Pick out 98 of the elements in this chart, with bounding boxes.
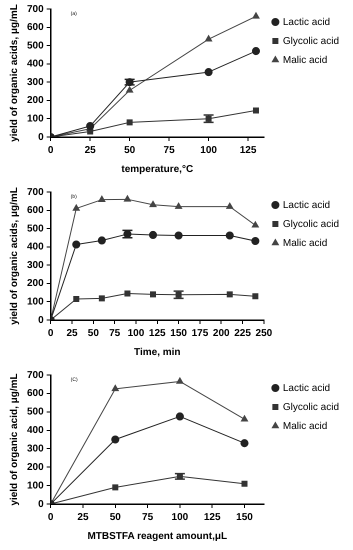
legend-label: Lactic acid [282, 16, 330, 28]
legend-label: Glycolic acid [282, 402, 340, 413]
y-tick-label: 0 [38, 314, 44, 326]
x-tick-label: 25 [84, 144, 96, 156]
point [98, 236, 106, 244]
point [252, 107, 259, 114]
x-axis-title: MTBSTFA reagent amount,μL [87, 530, 228, 542]
legend-label: Malic acid [282, 54, 328, 66]
y-tick-label: 300 [26, 443, 44, 454]
point [72, 204, 80, 211]
point [112, 384, 119, 392]
point [252, 221, 259, 228]
x-tick-label: 175 [192, 328, 209, 339]
x-tick-label: 225 [234, 328, 252, 339]
x-tick-label: 50 [88, 328, 100, 339]
x-tick-label: 25 [77, 512, 89, 523]
point [251, 236, 260, 246]
point [252, 47, 260, 56]
y-tick-label: 400 [26, 242, 44, 253]
y-tick-label: 100 [26, 113, 44, 124]
point [73, 296, 80, 302]
y-tick-label: 700 [26, 186, 44, 198]
point [112, 484, 118, 490]
y-axis-title: yield of organic acids, μg/mL [8, 187, 20, 325]
legend-label: Lactic acid [282, 382, 330, 394]
y-tick-label: 700 [26, 370, 44, 381]
x-tick-label: 75 [142, 512, 154, 523]
x-tick-label: 100 [128, 328, 145, 339]
y-tick-label: 400 [26, 58, 44, 70]
point [124, 195, 131, 202]
point [176, 377, 184, 384]
point [240, 415, 248, 422]
point [252, 293, 258, 300]
point [126, 119, 133, 126]
x-tick-label: 125 [204, 512, 221, 523]
point [240, 439, 249, 448]
point [176, 412, 184, 421]
x-tick-label: 0 [48, 328, 54, 339]
y-axis-title: yield of organic acid, μg/mL [8, 373, 20, 506]
y-tick-label: 0 [38, 132, 44, 143]
x-tick-label: 75 [164, 144, 176, 156]
x-tick-label: 250 [256, 328, 273, 339]
x-tick-label: 150 [236, 512, 254, 523]
y-tick-label: 600 [26, 22, 44, 34]
y-tick-label: 600 [26, 388, 44, 400]
y-tick-label: 100 [26, 480, 44, 492]
x-tick-label: 125 [148, 328, 166, 339]
point [148, 230, 158, 240]
point [226, 291, 233, 298]
point [124, 290, 130, 296]
x-axis-title: temperature,°C [121, 164, 194, 175]
point [241, 480, 248, 487]
point [226, 231, 234, 240]
point [175, 202, 182, 209]
y-tick-label: 500 [26, 223, 44, 234]
point [98, 295, 105, 302]
point [86, 122, 94, 130]
x-tick-label: 0 [48, 144, 54, 156]
point [72, 240, 80, 249]
y-tick-label: 200 [26, 95, 44, 106]
x-tick-label: 100 [200, 144, 218, 156]
y-axis-title: yield of organic acids, μg/mL [8, 4, 20, 142]
point [149, 200, 157, 208]
x-tick-label: 100 [172, 512, 189, 523]
x-tick-label: 200 [212, 328, 230, 339]
point [204, 68, 213, 76]
point [252, 12, 260, 19]
legend-label: Malic acid [282, 238, 328, 249]
x-tick-label: 0 [48, 512, 54, 523]
y-tick-label: 500 [26, 40, 44, 52]
y-tick-label: 500 [26, 406, 44, 418]
point [111, 435, 120, 444]
legend-label: Malic acid [282, 420, 328, 432]
point [150, 291, 156, 298]
x-tick-label: 25 [66, 328, 78, 339]
x-tick-label: 150 [170, 328, 188, 339]
x-tick-label: 125 [240, 144, 257, 156]
x-axis-title: Time, min [134, 346, 181, 358]
point [126, 86, 134, 93]
x-tick-label: 50 [124, 144, 136, 156]
y-tick-label: 700 [26, 4, 44, 15]
y-tick-label: 200 [26, 278, 44, 290]
x-tick-label: 50 [110, 512, 122, 523]
y-tick-label: 300 [26, 260, 44, 271]
y-tick-label: 200 [26, 462, 44, 473]
point [205, 35, 212, 42]
legend-label: Glycolic acid [282, 218, 340, 230]
y-tick-label: 100 [26, 296, 44, 308]
y-tick-label: 600 [26, 205, 44, 216]
legend-label: Glycolic acid [282, 36, 340, 47]
x-tick-label: 75 [109, 328, 121, 339]
point [174, 231, 183, 240]
y-tick-label: 0 [38, 498, 44, 510]
point [226, 202, 234, 209]
point [98, 196, 106, 202]
y-tick-label: 400 [26, 425, 44, 436]
y-tick-label: 300 [26, 76, 44, 88]
legend-label: Lactic acid [282, 200, 330, 211]
